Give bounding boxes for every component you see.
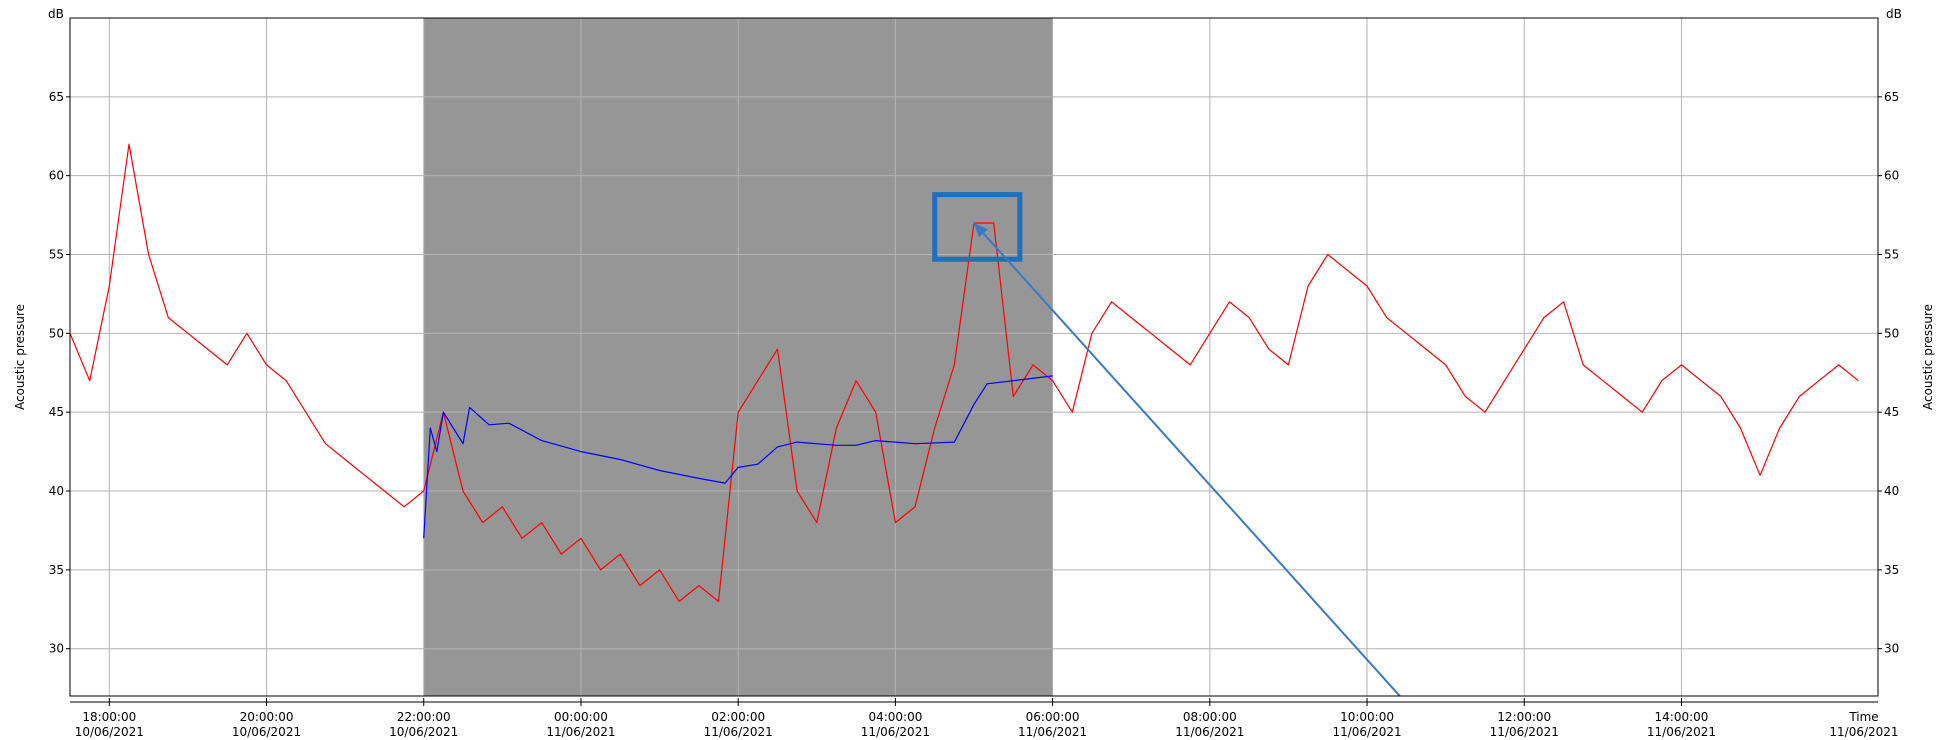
annotation-arrowhead: [974, 222, 988, 238]
x-tick-label-time: 12:00:00: [1497, 710, 1551, 724]
y-tick-label-right: 65: [1884, 90, 1899, 104]
x-tick-label-date: 11/06/2021: [546, 725, 615, 739]
x-tick-label-date: 11/06/2021: [1647, 725, 1716, 739]
y-tick-label-left: 50: [49, 326, 64, 340]
x-tick-label-time: 10:00:00: [1340, 710, 1394, 724]
x-tick-label-date: 10/06/2021: [232, 725, 301, 739]
y-tick-label-right: 35: [1884, 563, 1899, 577]
y-tick-label-right: 55: [1884, 248, 1899, 262]
x-tick-label-date: 11/06/2021: [704, 725, 773, 739]
x-tick-label-date: 10/06/2021: [389, 725, 458, 739]
x-tick-label-date: 11/06/2021: [1018, 725, 1087, 739]
plot-frame: [69, 17, 1879, 697]
y-tick-label-left: 45: [49, 405, 64, 419]
x-tick-label-time: 14:00:00: [1655, 710, 1709, 724]
y-tick-label-right: 45: [1884, 405, 1899, 419]
x-tick-label-date: 11/06/2021: [1175, 725, 1244, 739]
y-unit-left: dB: [48, 7, 64, 21]
x-tick-label-date: 10/06/2021: [75, 725, 144, 739]
y-tick-label-left: 55: [49, 248, 64, 262]
y-tick-label-right: 50: [1884, 326, 1899, 340]
x-tick-label-date: 11/06/2021: [1490, 725, 1559, 739]
y-tick-label-left: 35: [49, 563, 64, 577]
y-tick-label-right: 40: [1884, 484, 1899, 498]
x-tick-label-time: 20:00:00: [240, 710, 294, 724]
x-tick-label-time: 04:00:00: [868, 710, 922, 724]
x-tick-label-time: 02:00:00: [711, 710, 765, 724]
y-tick-label-right: 60: [1884, 169, 1899, 183]
y-axis-title-right: Acoustic pressure: [1921, 304, 1935, 410]
annotation-arrow-line: [973, 222, 1401, 697]
x-tick-label-time: 08:00:00: [1183, 710, 1237, 724]
x-tick-label-date: 11/06/2021: [1332, 725, 1401, 739]
x-tick-label-time: 18:00:00: [82, 710, 136, 724]
x-axis-last-date: 11/06/2021: [1829, 725, 1898, 739]
y-axis-title-left: Acoustic pressure: [13, 304, 27, 410]
x-tick-label-time: 00:00:00: [554, 710, 608, 724]
highlight-box: [932, 192, 1023, 262]
y-tick-label-left: 60: [49, 169, 64, 183]
y-unit-right: dB: [1886, 7, 1902, 21]
series-line-1: [69, 143, 1859, 603]
x-tick-label-time: 06:00:00: [1026, 710, 1080, 724]
x-tick-label-date: 11/06/2021: [861, 725, 930, 739]
y-tick-label-left: 65: [49, 90, 64, 104]
y-tick-label-left: 40: [49, 484, 64, 498]
series-line-2: [423, 375, 1053, 539]
y-tick-label-left: 30: [49, 642, 64, 656]
x-tick-label-time: 22:00:00: [397, 710, 451, 724]
y-tick-label-right: 30: [1884, 642, 1899, 656]
x-axis-title: Time: [1848, 710, 1878, 724]
